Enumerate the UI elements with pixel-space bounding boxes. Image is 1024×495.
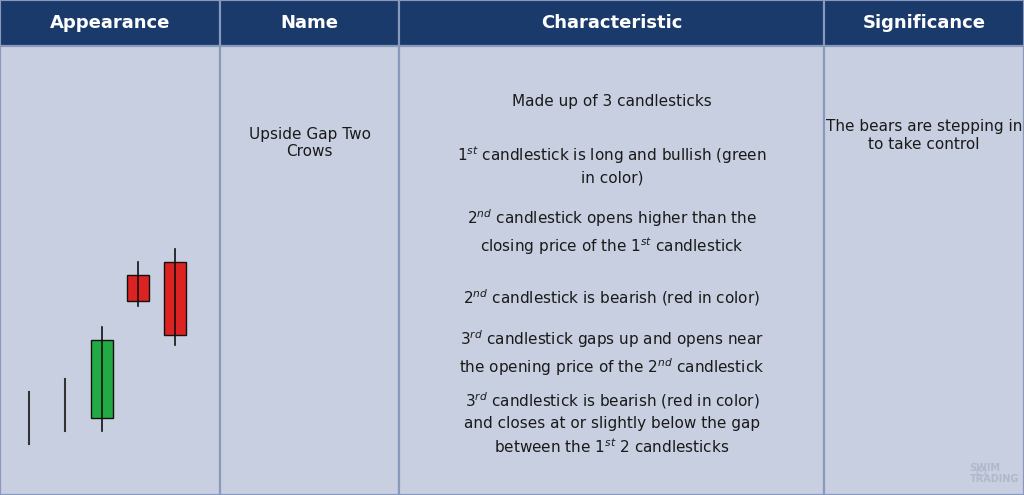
Text: Appearance: Appearance (50, 14, 170, 32)
FancyBboxPatch shape (399, 0, 824, 46)
FancyBboxPatch shape (220, 0, 399, 46)
Text: $3^{rd}$ candlestick is bearish (red in color)
and closes at or slightly below t: $3^{rd}$ candlestick is bearish (red in … (464, 391, 760, 456)
Text: Significance: Significance (862, 14, 986, 32)
Text: $2^{nd}$ candlestick opens higher than the
closing price of the $1^{st}$ candles: $2^{nd}$ candlestick opens higher than t… (467, 207, 757, 257)
Bar (91, 340, 113, 418)
FancyBboxPatch shape (824, 46, 1024, 495)
Text: Name: Name (281, 14, 339, 32)
Bar (127, 275, 150, 301)
FancyBboxPatch shape (220, 46, 399, 495)
FancyBboxPatch shape (399, 46, 824, 495)
Text: Made up of 3 candlesticks: Made up of 3 candlesticks (512, 94, 712, 109)
Text: ⊙: ⊙ (975, 464, 987, 479)
Text: The bears are stepping in
to take control: The bears are stepping in to take contro… (826, 119, 1022, 151)
Text: $2^{nd}$ candlestick is bearish (red in color): $2^{nd}$ candlestick is bearish (red in … (463, 287, 761, 307)
FancyBboxPatch shape (824, 0, 1024, 46)
Text: $3^{rd}$ candlestick gaps up and opens near
the opening price of the $2^{nd}$ ca: $3^{rd}$ candlestick gaps up and opens n… (459, 328, 765, 379)
Bar (164, 262, 185, 335)
FancyBboxPatch shape (0, 46, 220, 495)
Text: SWIM
TRADING: SWIM TRADING (970, 462, 1019, 484)
FancyBboxPatch shape (0, 0, 220, 46)
Text: $1^{st}$ candlestick is long and bullish (green
in color): $1^{st}$ candlestick is long and bullish… (457, 144, 767, 186)
Text: Upside Gap Two
Crows: Upside Gap Two Crows (249, 127, 371, 159)
Text: Characteristic: Characteristic (541, 14, 683, 32)
